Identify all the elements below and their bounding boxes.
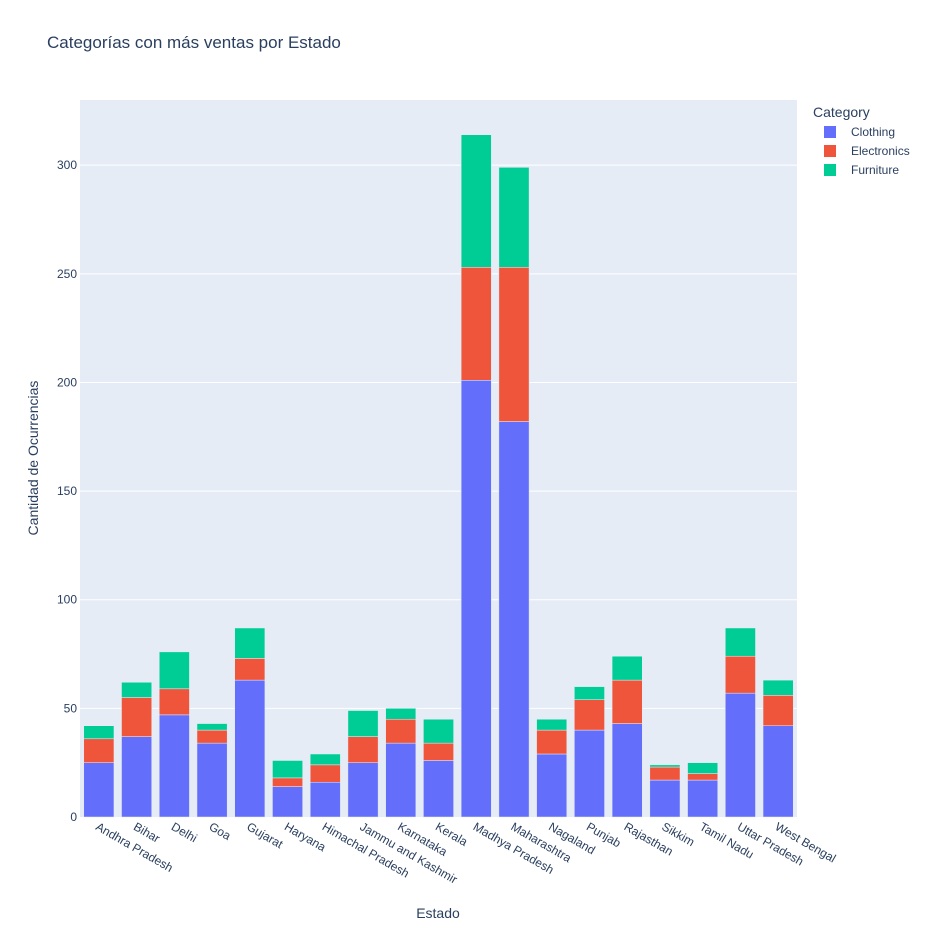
- bar-clothing-rajasthan[interactable]: [611, 723, 643, 818]
- bar-clothing-nagaland[interactable]: [536, 753, 568, 818]
- bar-clothing-kerala[interactable]: [423, 760, 454, 818]
- bar-electronics-andhra-pradesh[interactable]: [83, 738, 115, 763]
- y-tick-labels: 0 50 100 150 200 250 300: [57, 158, 77, 824]
- legend-swatch: [824, 126, 836, 138]
- bar-electronics-maharashtra[interactable]: [498, 267, 530, 422]
- bar-furniture-sikkim[interactable]: [649, 764, 681, 768]
- bar-furniture-kerala[interactable]: [423, 718, 454, 744]
- legend-item-clothing[interactable]: Clothing: [824, 124, 895, 140]
- bar-electronics-karnataka[interactable]: [385, 718, 417, 744]
- bar-electronics-jammu-and-kashmir[interactable]: [347, 736, 379, 763]
- y-tick-label: 200: [57, 375, 77, 389]
- legend-item-electronics[interactable]: Electronics: [824, 143, 910, 159]
- bar-clothing-himachal-pradesh[interactable]: [309, 781, 341, 818]
- bar-furniture-uttar-pradesh[interactable]: [725, 627, 756, 657]
- bar-clothing-delhi[interactable]: [158, 714, 190, 818]
- bar-furniture-jammu-and-kashmir[interactable]: [347, 710, 379, 737]
- bar-furniture-karnataka[interactable]: [385, 708, 417, 720]
- y-axis-title: Cantidad de Ocurrencias: [25, 380, 41, 536]
- bar-furniture-bihar[interactable]: [121, 682, 152, 698]
- legend-swatch: [824, 164, 836, 176]
- bar-electronics-punjab[interactable]: [574, 699, 605, 731]
- legend-label: Furniture: [851, 163, 900, 177]
- bar-furniture-goa[interactable]: [196, 723, 228, 731]
- bar-electronics-nagaland[interactable]: [536, 729, 568, 755]
- bar-electronics-rajasthan[interactable]: [611, 679, 643, 724]
- bar-electronics-delhi[interactable]: [158, 688, 190, 716]
- x-tick-label: Delhi: [169, 819, 200, 845]
- bar-furniture-haryana[interactable]: [272, 760, 303, 779]
- bar-clothing-goa[interactable]: [196, 742, 228, 818]
- bar-clothing-sikkim[interactable]: [649, 779, 681, 818]
- bar-furniture-west-bengal[interactable]: [762, 679, 794, 696]
- bar-clothing-bihar[interactable]: [121, 736, 152, 818]
- bar-furniture-rajasthan[interactable]: [611, 655, 643, 681]
- y-tick-label: 100: [57, 593, 77, 607]
- bar-electronics-bihar[interactable]: [121, 697, 152, 737]
- y-tick-label: 250: [57, 267, 77, 281]
- bar-electronics-tamil-nadu[interactable]: [687, 773, 719, 781]
- plot-background: [80, 100, 797, 817]
- x-tick-label: Goa: [207, 819, 234, 843]
- bar-clothing-karnataka[interactable]: [385, 742, 417, 818]
- bar-furniture-gujarat[interactable]: [234, 627, 266, 659]
- bar-clothing-west-bengal[interactable]: [762, 725, 794, 818]
- bar-furniture-madhya-pradesh[interactable]: [460, 134, 492, 268]
- bar-furniture-tamil-nadu[interactable]: [687, 762, 719, 774]
- x-axis-title: Estado: [416, 905, 460, 921]
- bar-furniture-maharashtra[interactable]: [498, 167, 530, 268]
- bar-furniture-delhi[interactable]: [158, 651, 190, 690]
- y-tick-label: 0: [70, 810, 77, 824]
- bar-clothing-jammu-and-kashmir[interactable]: [347, 762, 379, 818]
- bar-electronics-haryana[interactable]: [272, 777, 303, 787]
- bar-clothing-haryana[interactable]: [272, 786, 303, 818]
- y-tick-label: 50: [64, 701, 78, 715]
- bar-clothing-tamil-nadu[interactable]: [687, 779, 719, 818]
- x-tick-label: Haryana: [282, 819, 329, 854]
- bar-furniture-andhra-pradesh[interactable]: [83, 725, 115, 740]
- bar-electronics-goa[interactable]: [196, 729, 228, 744]
- bar-furniture-himachal-pradesh[interactable]: [309, 753, 341, 766]
- bar-clothing-madhya-pradesh[interactable]: [460, 380, 492, 818]
- legend-swatch: [824, 145, 836, 157]
- y-tick-label: 150: [57, 484, 77, 498]
- bar-electronics-uttar-pradesh[interactable]: [725, 655, 756, 694]
- bar-electronics-gujarat[interactable]: [234, 658, 266, 681]
- bar-clothing-punjab[interactable]: [574, 729, 605, 818]
- bar-electronics-kerala[interactable]: [423, 742, 454, 761]
- y-gridlines: [80, 164, 797, 709]
- legend-label: Clothing: [851, 125, 896, 139]
- y-tick-label: 300: [57, 158, 77, 172]
- legend-label: Electronics: [851, 144, 910, 158]
- bar-electronics-sikkim[interactable]: [649, 766, 681, 781]
- x-tick-label: Gujarat: [244, 819, 286, 851]
- chart-title: Categorías con más ventas por Estado: [47, 33, 341, 52]
- bar-stacks: [83, 134, 794, 818]
- bar-clothing-maharashtra[interactable]: [498, 421, 530, 818]
- bar-electronics-west-bengal[interactable]: [762, 695, 794, 726]
- bar-electronics-himachal-pradesh[interactable]: [309, 764, 341, 783]
- bar-clothing-gujarat[interactable]: [234, 679, 266, 818]
- legend-item-furniture[interactable]: Furniture: [824, 162, 899, 178]
- bar-furniture-nagaland[interactable]: [536, 718, 568, 731]
- legend-title: Category: [813, 104, 870, 120]
- bar-clothing-andhra-pradesh[interactable]: [83, 762, 115, 818]
- bar-furniture-punjab[interactable]: [574, 686, 605, 700]
- bar-clothing-uttar-pradesh[interactable]: [725, 692, 756, 818]
- bar-electronics-madhya-pradesh[interactable]: [460, 267, 492, 381]
